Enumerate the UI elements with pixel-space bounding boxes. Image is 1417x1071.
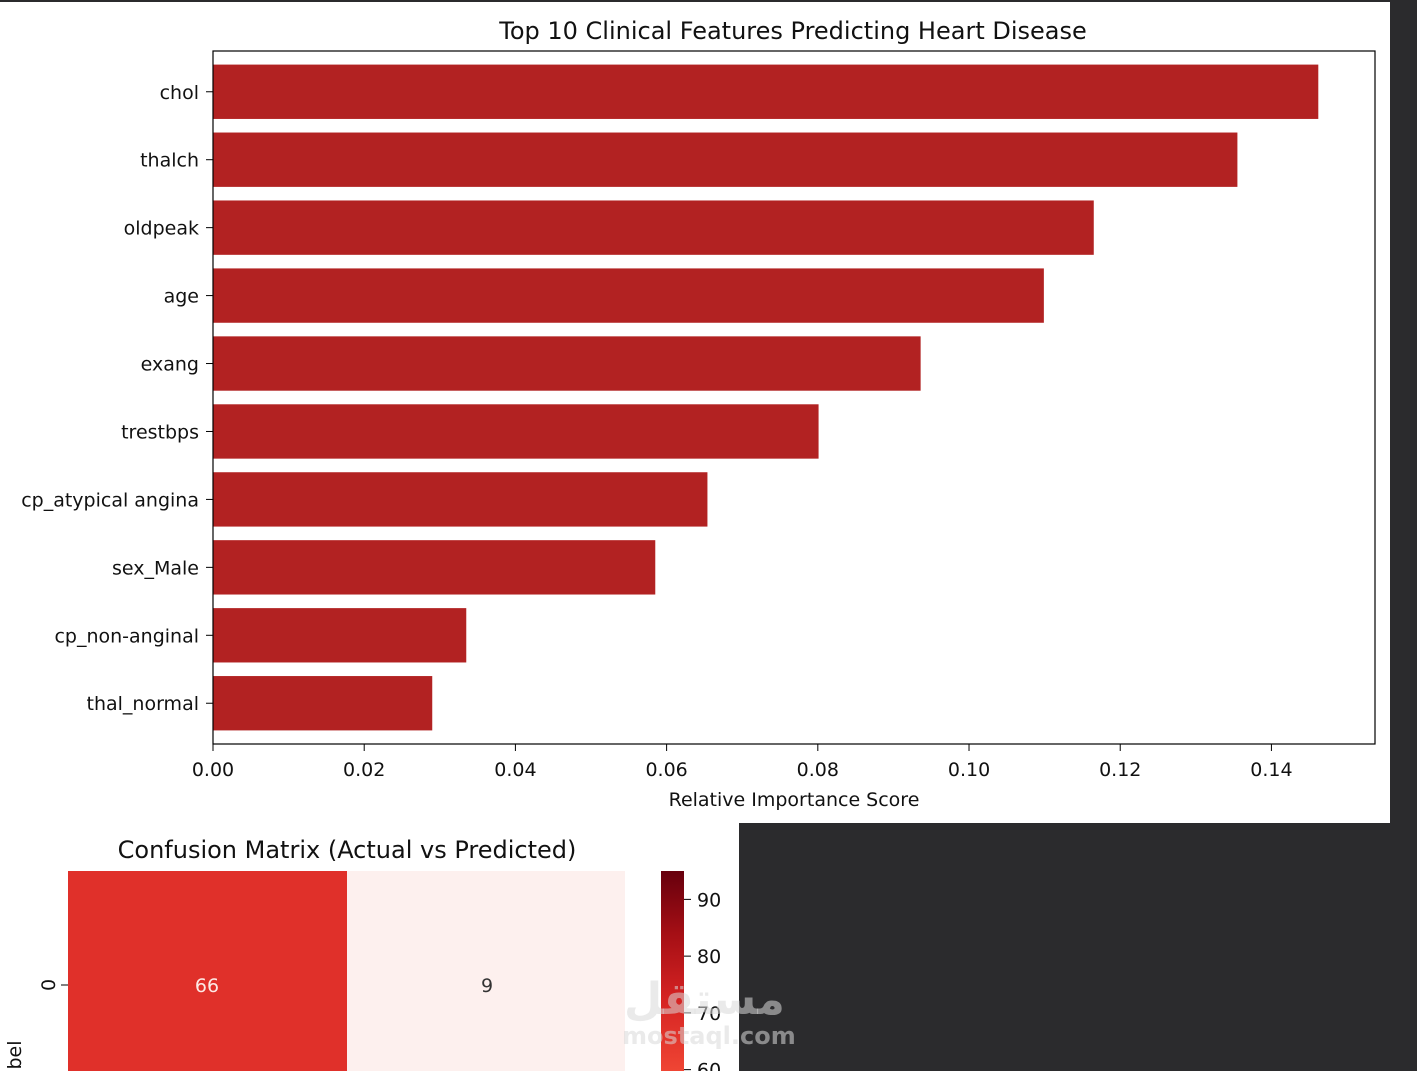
y-tick-label: chol (160, 82, 199, 104)
bar-5 (213, 404, 819, 459)
feature-importance-chart: chol thalch oldpeak age exang trestbps cp_atyp… (21, 17, 1376, 811)
cm-cell-0-0 (68, 871, 347, 1071)
y-tick-label: sex_Male (112, 557, 199, 579)
bar-0 (213, 64, 1319, 119)
bar-7 (213, 540, 656, 595)
x-tick-label: 0.08 (797, 759, 839, 781)
x-tick-label: 0.14 (1250, 759, 1292, 781)
bar-6 (213, 472, 708, 527)
confusion-matrix-chart: Confusion Matrix (Actual vs Predicted) 6… (4, 836, 721, 1071)
plot-frame (212, 50, 1376, 745)
y-tick-label: cp_atypical angina (21, 489, 199, 511)
confusion-matrix-panel: Confusion Matrix (Actual vs Predicted) 6… (0, 823, 739, 1071)
bar-2 (213, 200, 1094, 255)
cm-y-axis-label-partial: bel (4, 1040, 26, 1069)
x-axis-label: Relative Importance Score (669, 789, 920, 811)
x-tick-label: 0.06 (645, 759, 687, 781)
x-tick-label: 0.04 (494, 759, 536, 781)
y-tick-label: oldpeak (124, 218, 199, 240)
y-tick-label: age (164, 286, 199, 308)
chart-title: Top 10 Clinical Features Predicting Hear… (498, 17, 1087, 45)
y-tick-label: exang (141, 354, 199, 376)
cm-cell-0-0-value: 66 (195, 975, 219, 997)
x-tick-label: 0.12 (1099, 759, 1141, 781)
x-tick-label: 0.10 (948, 759, 990, 781)
colorbar-tick-label: 70 (697, 1003, 721, 1025)
y-tick-label: trestbps (121, 421, 199, 443)
bar-8 (213, 608, 467, 663)
cm-cell-0-1 (347, 871, 625, 1071)
x-tick-label: 0.00 (192, 759, 234, 781)
bar-3 (213, 268, 1044, 323)
y-tick-label: thal_normal (87, 693, 200, 715)
y-tick-label: thalch (140, 150, 199, 172)
feature-importance-chart-panel: chol thalch oldpeak age exang trestbps cp_atyp… (0, 2, 1390, 823)
watermark-logo: مستقل mostaql.com (622, 974, 796, 1050)
colorbar-tick-label: 90 (697, 889, 721, 911)
cm-row-label-0: 0 (38, 979, 60, 991)
watermark-arabic: مستقل (624, 974, 785, 1025)
cm-cell-0-1-value: 9 (481, 975, 493, 997)
colorbar-tick-label: 60 (697, 1060, 721, 1071)
y-tick-label: cp_non-anginal (54, 625, 199, 647)
bar-1 (213, 132, 1238, 187)
x-tick-label: 0.02 (343, 759, 385, 781)
colorbar (661, 871, 684, 1071)
bar-9 (213, 676, 433, 731)
bar-4 (213, 336, 921, 391)
colorbar-tick-label: 80 (697, 946, 721, 968)
confusion-matrix-title: Confusion Matrix (Actual vs Predicted) (118, 836, 577, 864)
watermark-latin: mostaql.com (622, 1022, 796, 1050)
